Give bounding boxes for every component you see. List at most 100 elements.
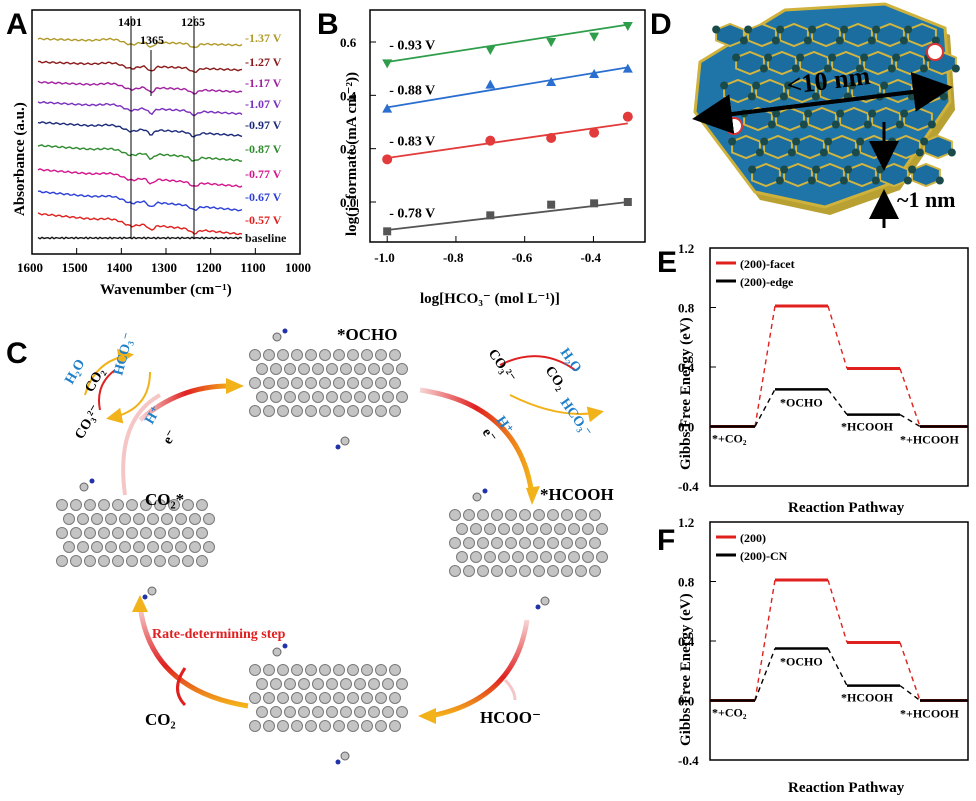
right-electron: e⁻ [479, 426, 499, 446]
hexagon [847, 162, 877, 188]
series-label: -0.77 V [245, 167, 282, 181]
slab-atom [270, 391, 282, 403]
adsorbate-atom [142, 594, 148, 600]
atom [899, 36, 908, 45]
slab-atom [84, 499, 96, 511]
data-point [589, 69, 600, 78]
atom [739, 36, 748, 45]
data-point [485, 46, 496, 55]
atom [728, 137, 737, 146]
slab-atom [498, 551, 510, 563]
y-tick-label: -0.4 [678, 753, 699, 768]
panel-b-ylabel: log(j_formate (mA cm⁻²)) [344, 72, 360, 236]
cycle-arrowhead [226, 378, 244, 394]
panel-b-ticks: -1.0 -0.8 -0.6 -0.4 0.0 0.2 0.4 0.6 [340, 35, 602, 265]
panel-e-ylabel: Gibbs Free Energy (eV) [678, 317, 694, 470]
slab-atom [182, 527, 194, 539]
atom [867, 36, 876, 45]
fit-line [387, 66, 628, 109]
slab-atom [575, 537, 587, 549]
atom [824, 137, 833, 146]
panel-e-energy-diagram: -0.4 0.0 0.4 0.8 1.2 (200)-facet (200)-edge *+C… [678, 241, 969, 516]
series-label: -0.57 V [245, 213, 282, 227]
slab-atom [484, 523, 496, 535]
data-point [623, 198, 632, 206]
slab-atom [375, 349, 387, 361]
hexagon [715, 22, 745, 48]
fit-line [387, 201, 628, 231]
side-arrow [503, 678, 517, 701]
slab-atom [505, 537, 517, 549]
slab-atom [154, 555, 166, 567]
slab-atom [196, 499, 208, 511]
atom [855, 64, 864, 73]
slab-atom [326, 678, 338, 690]
species-co2: CO₂ [145, 710, 176, 729]
y-tick-label: 0.4 [340, 88, 357, 103]
rds-label: Rate-determining step [152, 627, 286, 642]
hexagon [783, 162, 813, 188]
hexagon [775, 106, 805, 132]
x-tick-label: 1200 [196, 260, 222, 275]
x-tick-label: 1000 [285, 260, 311, 275]
slab-atom [154, 527, 166, 539]
atom [816, 81, 825, 90]
thickness-label: ~1 nm [897, 187, 956, 212]
slab-atom [63, 541, 75, 553]
slab-atom [368, 363, 380, 375]
slab-atom [491, 565, 503, 577]
slab-atom [340, 706, 352, 718]
slab-atom [249, 377, 261, 389]
slab-atom [347, 664, 359, 676]
spectrum-077v [37, 168, 243, 188]
adsorbate-atom [540, 596, 550, 606]
slab-atom [326, 391, 338, 403]
panel-label-a: A [6, 8, 28, 41]
atom [908, 165, 917, 174]
slab-atom [263, 664, 275, 676]
series-label: -0.67 V [245, 190, 282, 204]
step-label: *HCOOH [841, 691, 894, 705]
slab-atom [319, 405, 331, 417]
slab-atom [547, 565, 559, 577]
data-point [485, 79, 496, 89]
slab-atom [596, 551, 608, 563]
slab-atom [547, 509, 559, 521]
atom [831, 120, 840, 129]
atom [732, 53, 741, 62]
slab-atom [463, 509, 475, 521]
step-label: *+CO₂ [712, 432, 747, 446]
atom [892, 53, 901, 62]
slab-atom [361, 377, 373, 389]
slab-atom [305, 692, 317, 704]
data-point [382, 103, 393, 113]
series-label: - 0.83 V [389, 134, 435, 149]
slab-atom [396, 363, 408, 375]
data-point [622, 63, 633, 73]
spectrum-117v [37, 80, 243, 95]
slab-atom [196, 527, 208, 539]
slab-atom [84, 527, 96, 539]
slab-atom [277, 692, 289, 704]
slab-atom [263, 377, 275, 389]
atom [895, 120, 904, 129]
slab-atom [291, 377, 303, 389]
panel-a-ylabel: Absorbance (a.u.) [12, 102, 28, 216]
atom [844, 165, 853, 174]
data-point [546, 77, 557, 86]
slab-atom [84, 555, 96, 567]
step-label: *+HCOOH [900, 433, 960, 447]
hexagon [755, 78, 785, 104]
slab-atom [375, 405, 387, 417]
slab-atom [140, 499, 152, 511]
slab-atom [589, 509, 601, 521]
hexagon [731, 134, 761, 160]
panel-a-ftir: 1600 1500 1400 1300 1200 1100 1000 -1.37 V -1.2… [12, 9, 311, 298]
slab-atom [291, 349, 303, 361]
slab-atom [449, 509, 461, 521]
atom [791, 64, 800, 73]
atom [803, 36, 812, 45]
x-tick-label: -0.4 [580, 250, 601, 265]
slab-atom [305, 405, 317, 417]
atom [819, 148, 828, 157]
